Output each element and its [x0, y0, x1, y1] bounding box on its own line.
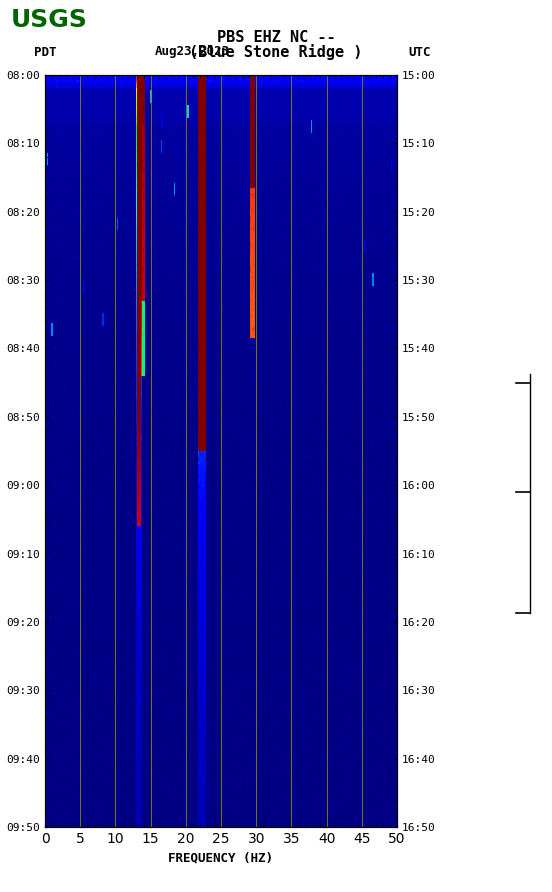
Text: UTC: UTC [408, 45, 431, 59]
X-axis label: FREQUENCY (HZ): FREQUENCY (HZ) [168, 852, 273, 864]
Text: PDT: PDT [34, 45, 56, 59]
Text: USGS: USGS [11, 8, 88, 32]
Text: (Blue Stone Ridge ): (Blue Stone Ridge ) [189, 44, 363, 60]
Text: Aug23,2023: Aug23,2023 [155, 45, 230, 59]
Text: PBS EHZ NC --: PBS EHZ NC -- [217, 30, 335, 45]
